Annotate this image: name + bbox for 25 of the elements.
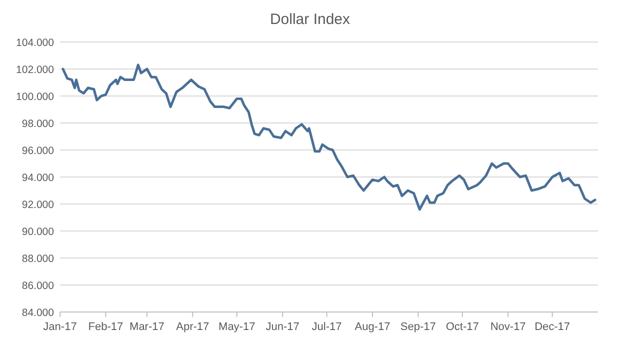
x-tick-label: Apr-17 bbox=[176, 321, 210, 333]
y-tick-label: 102.000 bbox=[16, 64, 54, 76]
x-tick-label: Oct-17 bbox=[446, 321, 479, 333]
x-tick-label: Feb-17 bbox=[88, 321, 124, 333]
y-tick-label: 90.000 bbox=[22, 226, 54, 238]
x-tick-label: Jul-17 bbox=[312, 321, 342, 333]
y-tick-label: 104.000 bbox=[16, 37, 54, 49]
x-tick-label: Nov-17 bbox=[490, 321, 526, 333]
chart-title: Dollar Index bbox=[270, 11, 351, 28]
line-series bbox=[62, 64, 596, 211]
x-tick-label: Mar-17 bbox=[130, 321, 164, 333]
x-tick-label: Dec-17 bbox=[534, 321, 570, 333]
x-tick-label: Sep-17 bbox=[400, 321, 436, 333]
y-tick-label: 92.000 bbox=[22, 199, 54, 211]
y-tick-label: 100.000 bbox=[16, 91, 54, 103]
y-tick-label: 98.000 bbox=[22, 118, 54, 130]
x-tick-label: May-17 bbox=[218, 321, 256, 333]
x-tick-label: Aug-17 bbox=[354, 321, 390, 333]
x-tick-label: Jan-17 bbox=[43, 321, 77, 333]
y-tick-label: 86.000 bbox=[22, 280, 54, 292]
y-tick-label: 88.000 bbox=[22, 253, 54, 265]
y-tick-label: 96.000 bbox=[22, 145, 54, 157]
y-tick-label: 84.000 bbox=[22, 307, 54, 319]
x-tick-label: Jun-17 bbox=[266, 321, 300, 333]
y-tick-label: 94.000 bbox=[22, 172, 54, 184]
